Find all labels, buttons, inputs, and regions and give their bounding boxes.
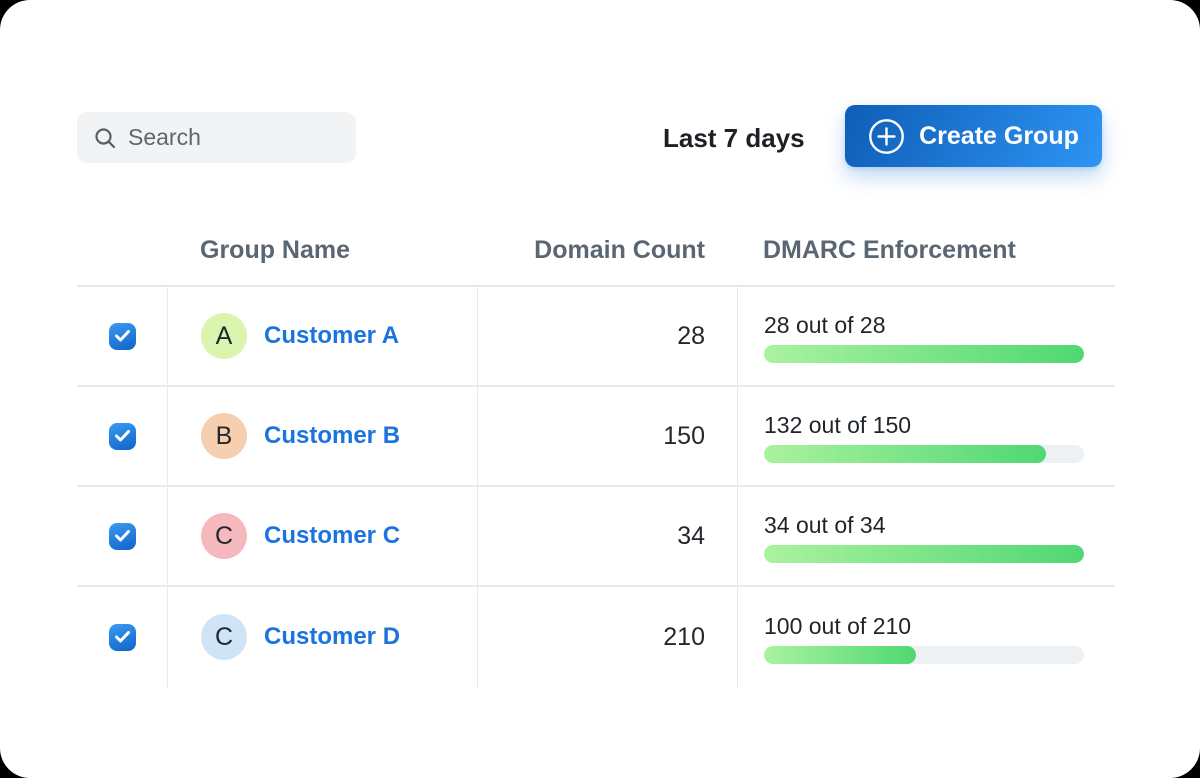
dmarc-progress-fill	[764, 544, 1084, 563]
table-row: C Customer D 210 100 out of 210	[77, 587, 1115, 687]
checkmark-icon	[114, 530, 130, 542]
group-avatar: B	[201, 413, 247, 459]
group-avatar-letter: C	[214, 622, 234, 651]
group-avatar-letter: C	[214, 521, 234, 550]
dmarc-enforcement-cell: 28 out of 28	[737, 287, 1115, 385]
group-name-cell: B Customer B	[167, 387, 477, 485]
table-row: C Customer C 34 34 out of 34	[77, 487, 1115, 587]
dmarc-progress-track	[764, 444, 1084, 463]
group-name-cell: C Customer C	[167, 487, 477, 585]
row-checkbox-cell	[77, 287, 167, 385]
dmarc-progress-fill	[764, 444, 1046, 463]
dmarc-progress-fill	[764, 344, 1084, 363]
column-header-domain-count: Domain Count	[534, 235, 705, 264]
domain-count-value: 28	[677, 321, 705, 350]
row-checkbox-cell	[77, 587, 167, 687]
dmarc-label: 28 out of 28	[764, 311, 886, 338]
plus-circle-icon	[869, 118, 905, 154]
domain-count-value: 34	[677, 521, 705, 550]
row-checkbox[interactable]	[108, 322, 136, 350]
create-group-label: Create Group	[919, 121, 1079, 150]
group-name-link[interactable]: Customer C	[264, 522, 401, 549]
group-avatar-letter: B	[215, 421, 233, 450]
date-range-filter[interactable]: Last 7 days	[663, 123, 805, 153]
table-header: Group Name Domain Count DMARC Enforcemen…	[77, 215, 1115, 287]
dmarc-enforcement-cell: 34 out of 34	[737, 487, 1115, 585]
domain-count-cell: 150	[477, 387, 737, 485]
table-row: B Customer B 150 132 out of 150	[77, 387, 1115, 487]
dmarc-enforcement-cell: 100 out of 210	[737, 587, 1115, 687]
table-row: A Customer A 28 28 out of 28	[77, 287, 1115, 387]
dmarc-enforcement-cell: 132 out of 150	[737, 387, 1115, 485]
group-avatar: C	[201, 513, 247, 559]
search-box[interactable]	[77, 112, 356, 163]
domain-count-value: 210	[663, 622, 705, 651]
row-checkbox-cell	[77, 387, 167, 485]
checkmark-icon	[114, 631, 130, 643]
group-name-cell: A Customer A	[167, 287, 477, 385]
dmarc-label: 34 out of 34	[764, 511, 886, 538]
group-avatar-letter: A	[215, 321, 233, 350]
group-name-link[interactable]: Customer D	[264, 623, 401, 650]
search-input[interactable]	[128, 124, 342, 151]
group-name-link[interactable]: Customer A	[264, 322, 400, 349]
column-header-dmarc-enforcement: DMARC Enforcement	[763, 235, 1016, 264]
dmarc-progress-fill	[764, 645, 917, 664]
domain-count-value: 150	[663, 421, 705, 450]
table-body: A Customer A 28 28 out of 28 B Cus	[77, 287, 1115, 687]
domain-count-cell: 210	[477, 587, 737, 687]
group-name-cell: C Customer D	[167, 587, 477, 687]
dmarc-label: 132 out of 150	[764, 411, 912, 438]
checkmark-icon	[114, 330, 130, 342]
row-checkbox[interactable]	[108, 422, 136, 450]
search-icon	[95, 127, 116, 148]
group-avatar: A	[201, 313, 247, 359]
dmarc-label: 100 out of 210	[764, 612, 912, 639]
create-group-button[interactable]: Create Group	[845, 105, 1102, 167]
groups-table: Group Name Domain Count DMARC Enforcemen…	[77, 215, 1115, 687]
dmarc-progress-track	[764, 544, 1084, 563]
checkmark-icon	[114, 430, 130, 442]
group-name-link[interactable]: Customer B	[264, 422, 401, 449]
domain-count-cell: 28	[477, 287, 737, 385]
dmarc-progress-track	[764, 645, 1084, 664]
dmarc-progress-track	[764, 344, 1084, 363]
column-header-group-name: Group Name	[200, 235, 351, 264]
row-checkbox[interactable]	[108, 623, 136, 651]
row-checkbox[interactable]	[108, 522, 136, 550]
row-checkbox-cell	[77, 487, 167, 585]
group-avatar: C	[201, 614, 247, 660]
domain-count-cell: 34	[477, 487, 737, 585]
